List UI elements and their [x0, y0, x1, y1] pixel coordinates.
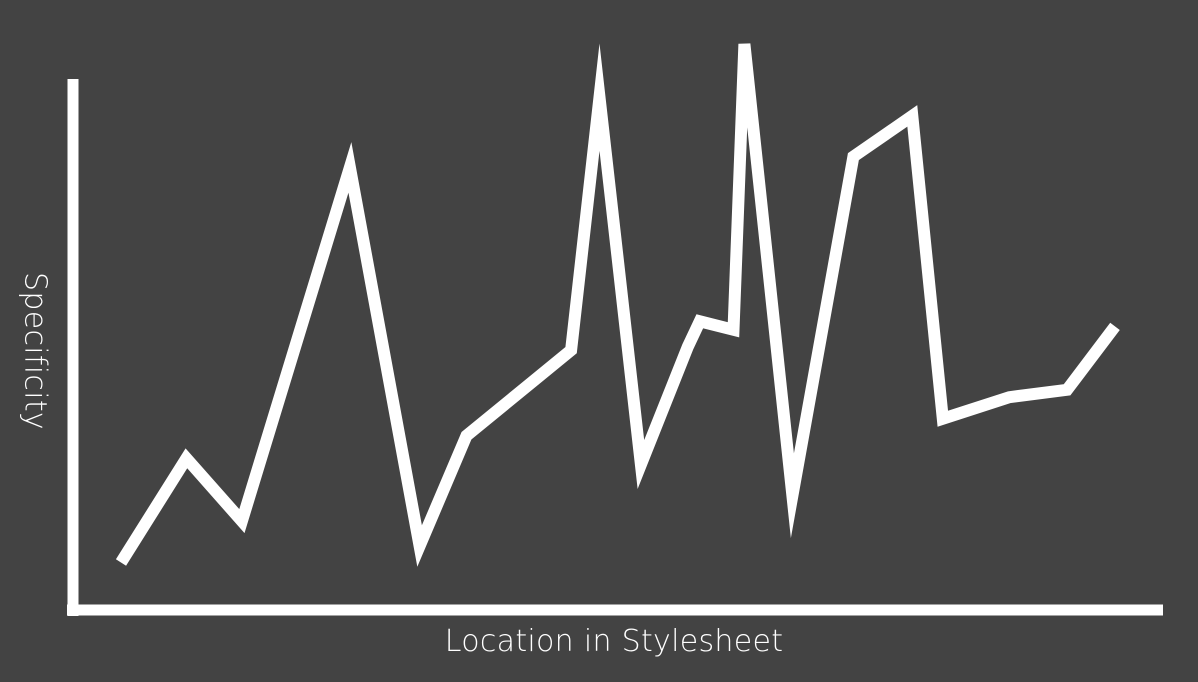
x-axis-label: Location in Stylesheet	[444, 624, 784, 659]
series-line-0	[115, 43, 1120, 567]
y-axis-label: Specificity	[17, 272, 53, 430]
series-group	[115, 43, 1120, 567]
